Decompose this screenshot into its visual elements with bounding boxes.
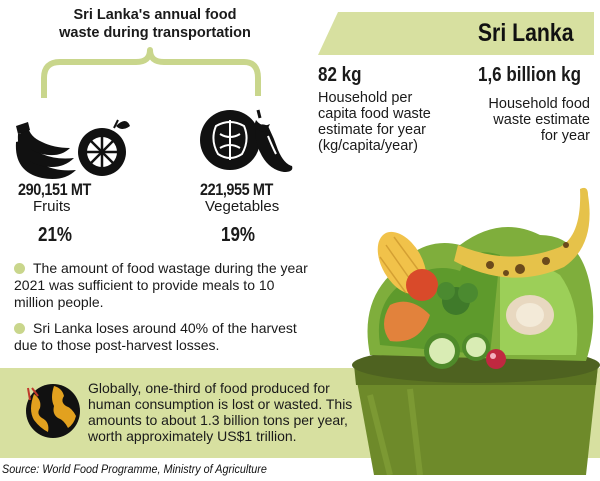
globe-icon xyxy=(24,378,82,445)
bullet-1-line-3: million people. xyxy=(14,294,104,310)
bullet-item-2: Sri Lanka loses around 40% of the harves… xyxy=(14,320,344,354)
fruits-label: Fruits xyxy=(33,198,71,215)
infographic-heading: Sri Lanka's annual food waste during tra… xyxy=(40,6,270,42)
household-total-line-3: for year xyxy=(540,128,590,144)
heading-line-2: waste during transportation xyxy=(59,25,251,41)
vegetables-percent: 19% xyxy=(221,224,256,246)
per-capita-line-2: capita food waste xyxy=(318,106,431,122)
country-title-bar: Sri Lanka xyxy=(318,12,594,55)
bullet-1-line-2: 2021 was sufficient to provide meals to … xyxy=(14,277,275,293)
global-fact-text: Globally, one-third of food produced for… xyxy=(88,380,408,444)
heading-line-1: Sri Lanka's annual food xyxy=(73,7,237,23)
source-credit: Source: World Food Programme, Ministry o… xyxy=(2,462,267,476)
vegetables-amount: 221,955 MT xyxy=(200,180,273,199)
bullet-2-line-1: Sri Lanka loses around 40% of the harves… xyxy=(33,320,297,336)
per-capita-line-4: (kg/capita/year) xyxy=(318,138,418,154)
bullet-dot xyxy=(14,263,25,274)
bullet-item-1: The amount of food wastage during the ye… xyxy=(14,260,344,311)
bullet-dot xyxy=(14,323,25,334)
per-capita-line-1: Household per xyxy=(318,90,413,106)
vegetables-label: Vegetables xyxy=(205,198,280,215)
global-line-1: Globally, one-third of food produced for xyxy=(88,380,330,396)
global-line-4: worth approximately US$1 trillion. xyxy=(88,428,297,444)
fruits-amount: 290,151 MT xyxy=(18,180,91,199)
global-line-2: human consumption is lost or wasted. Thi… xyxy=(88,396,353,412)
food-waste-bin-illustration xyxy=(352,187,600,475)
title-bar-notch xyxy=(318,12,338,55)
per-capita-description: Household per capita food waste estimate… xyxy=(318,90,431,154)
bullet-2-line-2: due to those post-harvest losses. xyxy=(14,337,220,353)
household-total-description: Household food waste estimate for year xyxy=(478,96,590,144)
per-capita-value: 82 kg xyxy=(318,64,362,86)
global-line-3: amounts to about 1.3 billion tons per ye… xyxy=(88,412,348,428)
bullet-1-line-1: The amount of food wastage during the ye… xyxy=(33,260,308,276)
fruits-percent: 21% xyxy=(38,224,73,246)
household-total-value: 1,6 billion kg xyxy=(478,64,581,86)
country-title: Sri Lanka xyxy=(478,19,574,47)
bracket-connector xyxy=(41,47,261,98)
per-capita-line-3: estimate for year xyxy=(318,122,426,138)
fruit-icon xyxy=(12,112,132,189)
household-total-line-2: waste estimate xyxy=(493,112,590,128)
household-total-line-1: Household food xyxy=(488,96,590,112)
vegetable-icon xyxy=(198,106,298,181)
